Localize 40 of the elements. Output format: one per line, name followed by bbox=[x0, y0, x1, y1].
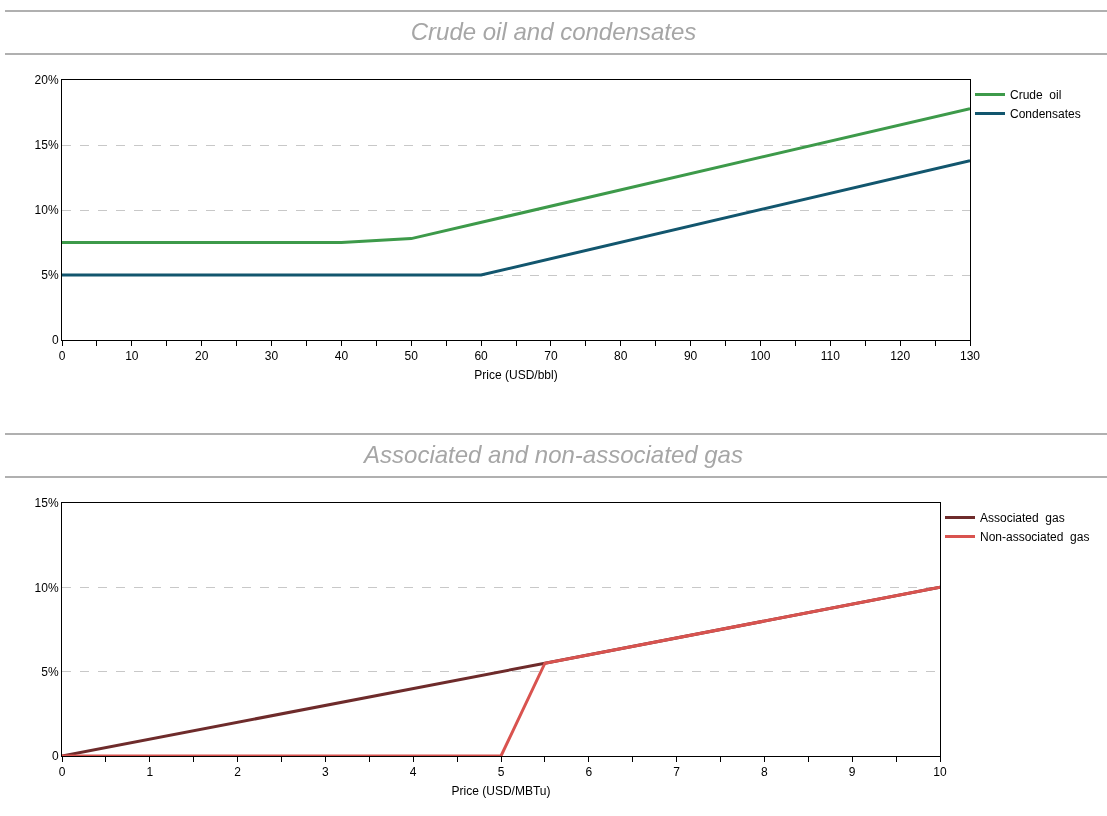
x-tick-label: 9 bbox=[848, 765, 856, 780]
y-tick-label: 10% bbox=[34, 580, 59, 595]
y-tick-label: 10% bbox=[34, 203, 59, 218]
x-tick-label: 70 bbox=[544, 349, 558, 364]
x-tick-label: 5 bbox=[497, 765, 505, 780]
y-tick-label: 5% bbox=[41, 268, 59, 283]
x-tick-label: 20 bbox=[195, 349, 209, 364]
legend-label: Associated gas bbox=[980, 511, 1065, 526]
y-tick-label: 20% bbox=[34, 73, 59, 88]
x-axis-title: Price (USD/MBTu) bbox=[451, 784, 551, 799]
x-tick-label: 40 bbox=[334, 349, 349, 364]
x-tick-label: 90 bbox=[683, 349, 698, 364]
y-tick-label: 0 bbox=[51, 749, 59, 764]
x-tick-label: 7 bbox=[673, 765, 681, 780]
x-tick-label: 50 bbox=[404, 349, 419, 364]
x-tick-label: 60 bbox=[474, 349, 489, 364]
x-tick-label: 80 bbox=[614, 349, 628, 364]
y-tick-label: 15% bbox=[34, 496, 59, 511]
x-tick-label: 8 bbox=[761, 765, 769, 780]
chart-title: Crude oil and condensates bbox=[409, 18, 698, 46]
x-tick-label: 4 bbox=[409, 765, 417, 780]
x-tick-label: 110 bbox=[820, 349, 841, 364]
y-tick-label: 0 bbox=[51, 333, 59, 348]
y-tick-label: 5% bbox=[41, 664, 59, 679]
legend-label: Crude oil bbox=[1010, 88, 1062, 103]
chart-title: Associated and non-associated gas bbox=[362, 441, 744, 469]
x-tick-label: 100 bbox=[750, 349, 771, 364]
x-tick-label: 10 bbox=[125, 349, 139, 364]
x-tick-label: 10 bbox=[933, 765, 947, 780]
x-tick-label: 30 bbox=[264, 349, 279, 364]
x-tick-label: 3 bbox=[322, 765, 330, 780]
y-tick-label: 15% bbox=[34, 138, 59, 153]
x-tick-label: 1 bbox=[146, 765, 154, 780]
x-axis-title: Price (USD/bbl) bbox=[474, 368, 558, 383]
x-tick-label: 2 bbox=[234, 765, 242, 780]
x-tick-label: 6 bbox=[585, 765, 593, 780]
x-tick-label: 130 bbox=[959, 349, 981, 364]
legend-label: Condensates bbox=[1010, 107, 1081, 122]
x-tick-label: 120 bbox=[890, 349, 911, 364]
legend-label: Non-associated gas bbox=[980, 530, 1090, 545]
